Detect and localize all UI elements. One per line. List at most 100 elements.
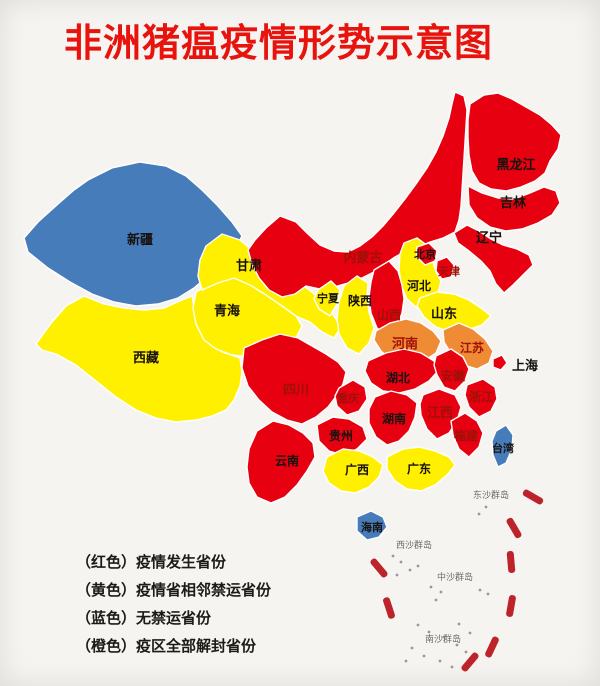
province-zhejiang — [464, 378, 498, 418]
province-guangxi — [322, 448, 384, 494]
province-label-xizang: 西藏 — [133, 350, 159, 366]
province-label-jiangxi: 江西 — [427, 405, 453, 421]
province-guangdong — [386, 446, 456, 492]
island-dot — [404, 659, 408, 663]
province-label-xinjiang: 新疆 — [127, 232, 153, 248]
province-label-shanghai: 上海 — [512, 358, 538, 374]
island-dot — [486, 592, 490, 596]
island-label: 东沙群岛 — [473, 489, 509, 501]
province-hainan — [356, 510, 388, 541]
island-dot — [416, 623, 420, 627]
province-label-neimenggu: 内蒙古 — [343, 250, 382, 266]
island-dot — [457, 622, 461, 626]
province-label-hubei: 湖北 — [386, 370, 410, 385]
island-dot — [455, 643, 459, 647]
island-dot — [442, 635, 446, 639]
province-label-guizhou: 贵州 — [329, 428, 353, 443]
province-shaanxi — [336, 275, 375, 355]
province-label-yunnan: 云南 — [275, 453, 299, 468]
province-label-hainan: 海南 — [361, 520, 383, 534]
province-label-hebei: 河北 — [406, 278, 431, 293]
province-hunan — [368, 390, 418, 446]
province-label-hunan: 湖南 — [382, 411, 406, 426]
province-label-ningxia: 宁夏 — [317, 291, 340, 305]
island-dot — [429, 585, 433, 589]
island-dot — [422, 654, 426, 658]
province-liaoning — [453, 224, 534, 294]
province-label-henan: 河南 — [392, 336, 418, 352]
province-anhui — [433, 348, 470, 392]
island-dot — [427, 630, 431, 634]
nine-dash-segment — [383, 597, 395, 619]
province-label-beijing: 北京 — [414, 247, 436, 261]
nine-dash-segment — [506, 517, 522, 539]
province-xinjiang — [23, 161, 243, 307]
legend-item-orange: （橙色）疫区全部解封省份 — [76, 637, 257, 655]
province-label-shanxi: 山西 — [377, 307, 401, 322]
province-jiangxi — [419, 388, 462, 440]
province-label-liaoning: 辽宁 — [476, 230, 502, 246]
nine-dash-segment — [461, 652, 479, 672]
island-label: 中沙群岛 — [437, 571, 473, 583]
nine-dash-segment — [506, 550, 516, 574]
legend-item-red: （红色）疫情发生省份 — [76, 553, 227, 571]
island-dot — [434, 598, 438, 602]
page-title: 非洲猪瘟疫情形势示意图 — [64, 21, 494, 65]
island-dot — [391, 554, 395, 558]
legend-item-blue: （蓝色）无禁运省份 — [76, 609, 212, 627]
province-label-shandong: 山东 — [431, 306, 457, 322]
province-label-guangdong: 广东 — [407, 461, 431, 476]
island-dot — [450, 665, 454, 669]
province-label-anhui: 安徽 — [441, 368, 466, 383]
island-dot — [408, 568, 412, 572]
nine-dash-segment — [506, 595, 516, 617]
legend-item-yellow: （黄色）疫情省相邻禁运省份 — [76, 581, 272, 599]
province-label-gansu: 甘肃 — [236, 258, 262, 274]
province-label-tianjin: 天津 — [438, 264, 460, 278]
island-label: 南沙群岛 — [425, 633, 461, 645]
nine-dash-segment — [485, 636, 499, 658]
province-label-fujian: 福建 — [453, 428, 479, 443]
island-dot — [477, 512, 481, 516]
province-label-jilin: 吉林 — [500, 195, 526, 211]
province-chongqing — [334, 379, 368, 416]
nine-dash-segment — [522, 489, 544, 505]
province-label-guangxi: 广西 — [345, 462, 369, 477]
province-taiwan — [491, 424, 514, 468]
province-sichuan — [241, 333, 347, 425]
province-hubei — [364, 348, 439, 394]
province-label-taiwan: 台湾 — [492, 441, 514, 455]
province-label-jiangsu: 江苏 — [460, 340, 484, 355]
island-dot — [468, 631, 472, 635]
island-dot — [395, 573, 399, 577]
island-dot — [484, 505, 488, 509]
province-heilongjiang — [467, 92, 562, 192]
province-fujian — [450, 412, 484, 458]
province-shanghai — [492, 354, 508, 371]
province-guizhou — [316, 416, 368, 456]
province-ningxia — [313, 280, 341, 317]
province-label-shaanxi: 陕西 — [348, 293, 372, 308]
island-dot — [438, 659, 442, 663]
island-label: 西沙群岛 — [396, 539, 432, 551]
legend: （红色）疫情发生省份 （黄色）疫情省相邻禁运省份 （蓝色）无禁运省份 （橙色）疫… — [76, 548, 271, 660]
nine-dash-segment — [370, 558, 388, 578]
island-dot — [439, 590, 443, 594]
province-tianjin — [435, 256, 455, 280]
island-dot — [416, 564, 420, 568]
province-label-qinghai: 青海 — [214, 303, 240, 319]
province-xizang — [35, 295, 243, 423]
province-beijing — [416, 242, 438, 266]
province-shandong — [416, 291, 492, 333]
island-dot — [399, 560, 403, 564]
province-label-sichuan: 四川 — [283, 383, 309, 398]
province-label-heilongjiang: 黑龙江 — [496, 157, 535, 173]
province-label-chongqing: 重庆 — [337, 391, 359, 405]
province-jilin — [467, 185, 561, 232]
island-dot — [410, 646, 414, 650]
province-yunnan — [246, 420, 316, 504]
island-dot — [464, 650, 468, 654]
province-label-zhejiang: 浙江 — [469, 389, 493, 404]
